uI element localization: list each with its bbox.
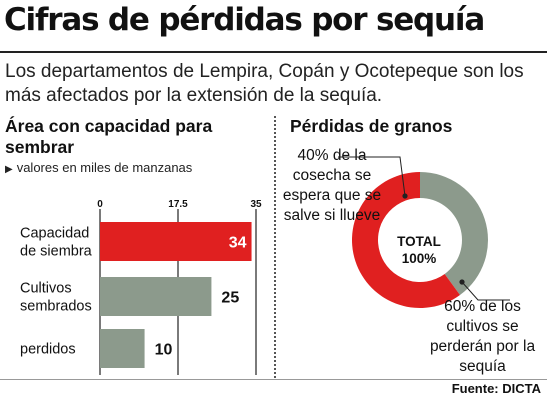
category-label-line-1-1: sembrados (20, 299, 92, 315)
category-label-line-1-0: Cultivos (20, 281, 72, 297)
bar-value-label-2: 10 (155, 342, 173, 359)
donut-center-label: TOTAL 100% (390, 233, 448, 267)
donut-chart (351, 172, 488, 308)
donut-slice-1 (351, 172, 460, 308)
bar-value-label-1: 25 (221, 290, 239, 307)
donut-chart-title: Pérdidas de granos (290, 116, 453, 136)
category-label-0: Capacidad de siembra (20, 226, 93, 260)
category-label-line-2-0: perdidos (20, 342, 76, 358)
page-subtitle: Los departamentos de Lempira, Copán y Oc… (5, 61, 524, 106)
category-label-1: Cultivos sembrados (20, 281, 92, 315)
category-label-line-0-0: Capacidad (20, 226, 89, 242)
source-note: Fuente: DICTA (451, 381, 541, 396)
donut-slice-0 (420, 172, 488, 296)
x-tick-label-1: 17.5 (168, 199, 188, 210)
bar-2 (100, 329, 145, 368)
page-title: Cifras de pérdidas por sequía (4, 2, 485, 38)
panel-divider (274, 116, 276, 378)
x-tick-label-2: 35 (250, 199, 262, 210)
bar-value-label-0: 34 (229, 235, 247, 252)
bar-1 (100, 277, 212, 316)
triangle-marker-icon: ▶ (5, 164, 13, 175)
units-label: valores en miles de manzanas (16, 160, 193, 175)
category-label-2: perdidos (20, 342, 76, 358)
bar-chart-title: Área con capacidad para sembrar (5, 116, 213, 157)
donut-center-total: TOTAL (397, 234, 441, 249)
bar-0 (100, 222, 252, 261)
title-rule (0, 51, 547, 53)
bottom-rule (0, 379, 547, 380)
category-label-line-0-1: de siembra (20, 244, 93, 260)
donut-center-percent: 100% (401, 251, 437, 266)
bar-chart: 0 17.5 35 34 Capacidad de siembra 25 Cultivos se… (20, 199, 262, 375)
donut-label-saved: 40% de la cosecha se espera que se salve… (282, 147, 382, 224)
donut-label-lost: 60% de los cultivos se perderán por la s… (429, 298, 536, 375)
bar-chart-units: ▶ valores en miles de manzanas (5, 160, 192, 175)
x-tick-label-0: 0 (97, 199, 103, 210)
